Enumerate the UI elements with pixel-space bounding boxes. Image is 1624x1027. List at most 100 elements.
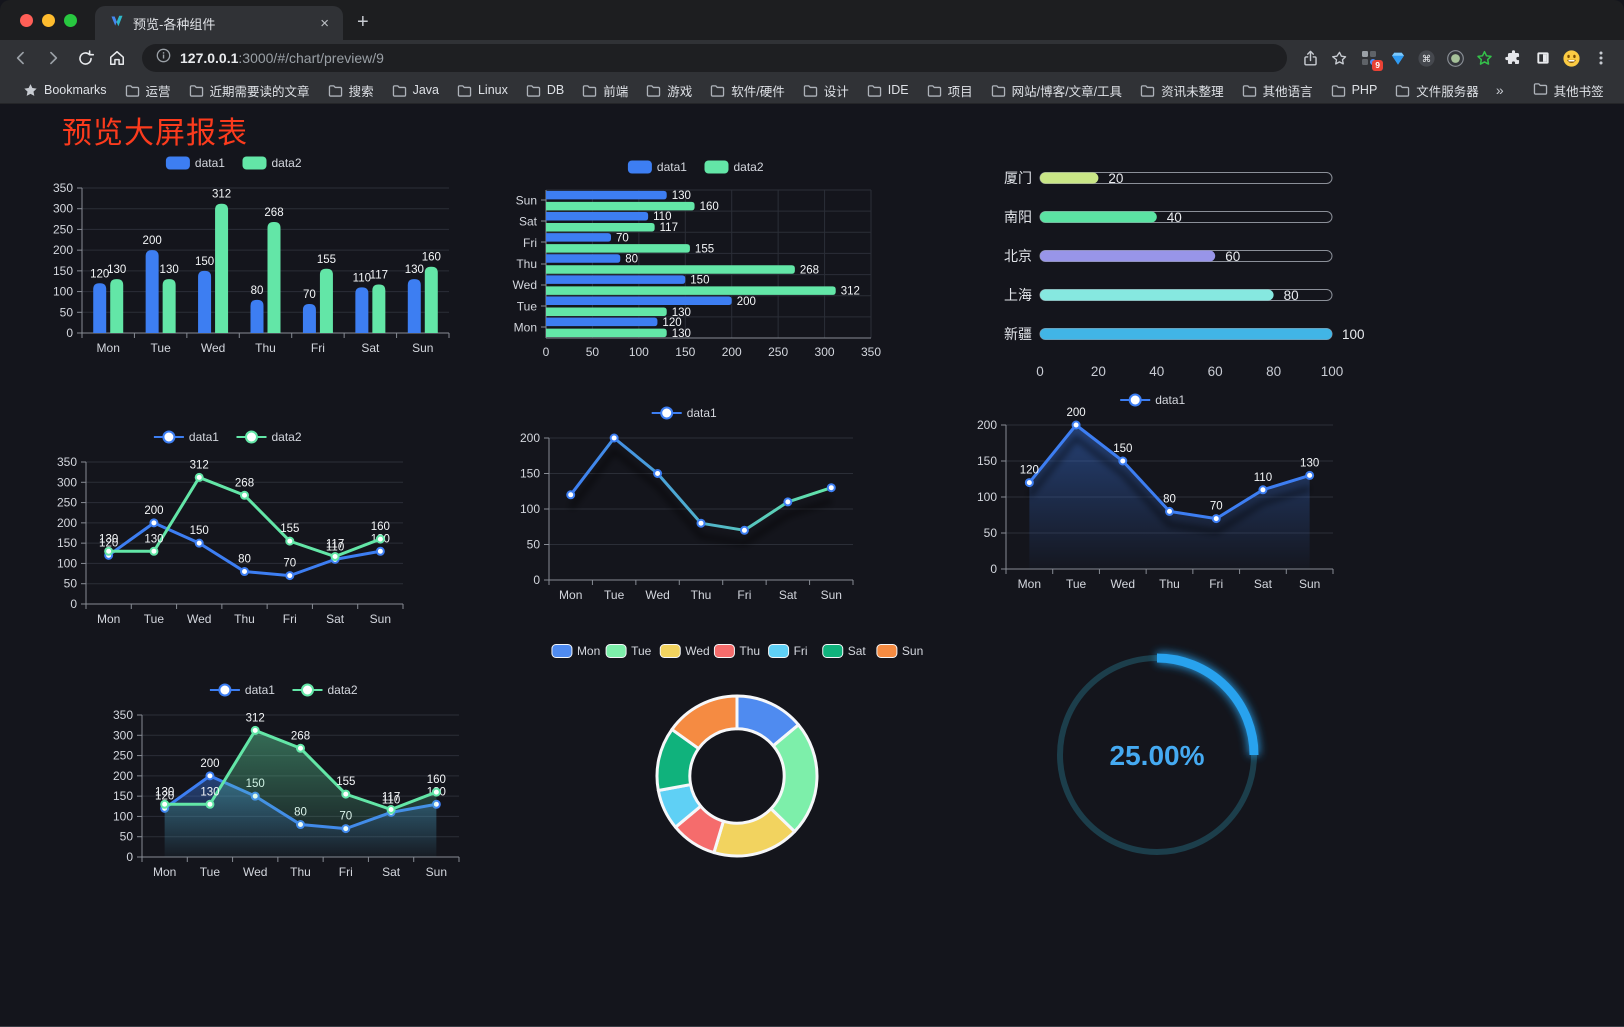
chart-svg-area-line: data1 0 50 100 150 200 Mon Tue Wed Thu Fri Sat Sun 12… <box>977 393 1334 591</box>
svg-text:268: 268 <box>800 265 819 277</box>
browser-tab[interactable]: 预览-各种组件 × <box>95 6 343 40</box>
chart-grouped-hbar[interactable]: data1 data2 0 50 100 150 200 250 300 350 Sun Sat Fri… <box>500 152 895 364</box>
svg-text:150: 150 <box>1113 443 1132 455</box>
svg-text:200: 200 <box>143 235 162 247</box>
svg-text:117: 117 <box>660 222 678 234</box>
svg-text:Tue: Tue <box>144 612 165 626</box>
new-tab-button[interactable]: + <box>357 11 369 33</box>
other-bookmarks-button[interactable]: 其他书签 <box>1524 79 1613 101</box>
window-minimize-button[interactable] <box>42 14 55 27</box>
bookmark-item[interactable]: 前端 <box>573 79 637 101</box>
bookmark-item[interactable]: 游戏 <box>637 79 701 101</box>
svg-text:Fri: Fri <box>1209 577 1223 591</box>
svg-text:⌘: ⌘ <box>1422 53 1432 64</box>
svg-text:Mon: Mon <box>559 588 582 602</box>
home-button[interactable] <box>102 43 132 73</box>
bookmark-item[interactable]: 软件/硬件 <box>701 79 793 101</box>
svg-text:110: 110 <box>1254 472 1272 484</box>
extension-gem-icon[interactable] <box>1384 44 1411 72</box>
bookmark-item[interactable]: 文件服务器 <box>1386 79 1488 101</box>
reload-button[interactable] <box>70 43 100 73</box>
svg-text:130: 130 <box>200 786 219 798</box>
bookmarks-overflow-button[interactable]: » <box>1495 82 1504 98</box>
svg-text:Wed: Wed <box>201 341 225 355</box>
extension-emoji-icon[interactable] <box>1558 44 1585 72</box>
svg-text:150: 150 <box>190 525 209 537</box>
svg-text:200: 200 <box>53 243 73 257</box>
svg-text:350: 350 <box>861 345 881 359</box>
svg-text:50: 50 <box>984 526 998 540</box>
chart-progress-list[interactable]: 厦门 20 南阳 40 北京 60 上海 80 新疆 100 0 20 40 60 80 100 <box>980 152 1380 384</box>
bookmark-item[interactable]: 资讯未整理 <box>1131 79 1233 101</box>
folder-icon <box>1140 84 1155 97</box>
extensions-puzzle-icon[interactable] <box>1500 44 1527 72</box>
chart-gradient-line[interactable]: data1 0 50 100 150 200 Mon Tue Wed Thu Fri Sat Sun <box>505 398 867 610</box>
bookmark-item[interactable]: PHP <box>1322 79 1387 101</box>
url-text[interactable]: 127.0.0.1:3000/#/chart/preview/9 <box>180 50 384 66</box>
svg-text:0: 0 <box>70 597 77 611</box>
folder-icon <box>927 84 942 97</box>
svg-text:Fri: Fri <box>523 236 537 250</box>
bookmark-label: 搜索 <box>348 84 374 99</box>
bookmark-item[interactable]: 设计 <box>794 79 858 101</box>
extension-grid-icon[interactable]: 9 <box>1355 44 1383 72</box>
svg-text:Sat: Sat <box>848 644 867 658</box>
tab-close-icon[interactable]: × <box>320 14 329 32</box>
svg-text:Thu: Thu <box>290 865 311 879</box>
svg-text:Sat: Sat <box>326 612 345 626</box>
bookmark-star-button[interactable] <box>1326 44 1353 72</box>
svg-text:北京: 北京 <box>1004 248 1032 264</box>
bookmark-item[interactable]: IDE <box>858 79 918 101</box>
menu-kebab-icon[interactable] <box>1587 44 1614 72</box>
bookmark-item[interactable]: Linux <box>448 79 517 101</box>
bookmark-item[interactable]: 搜索 <box>319 79 383 101</box>
svg-text:350: 350 <box>57 455 77 469</box>
extension-camera-icon[interactable] <box>1442 44 1469 72</box>
svg-text:Sun: Sun <box>821 588 842 602</box>
svg-text:300: 300 <box>57 475 77 489</box>
site-info-icon[interactable] <box>156 48 171 68</box>
bookmark-item[interactable]: 其他语言 <box>1233 79 1322 101</box>
bookmark-item[interactable]: 近期需要读的文章 <box>180 79 319 101</box>
url-host: 127.0.0.1 <box>180 50 239 66</box>
bookmark-label: PHP <box>1351 83 1378 97</box>
svg-text:Mon: Mon <box>153 865 176 879</box>
chart-two-line[interactable]: data1 data2 0 50 100 150 200 250 300 350 Mon Tue Wed… <box>42 422 417 634</box>
svg-text:155: 155 <box>317 254 336 266</box>
svg-text:Tue: Tue <box>200 865 221 879</box>
bookmark-item[interactable]: 运营 <box>116 79 180 101</box>
svg-text:250: 250 <box>57 496 77 510</box>
chart-gauge[interactable]: 25.00% <box>1040 638 1274 872</box>
extension-command-icon[interactable]: ⌘ <box>1413 44 1440 72</box>
svg-text:新疆: 新疆 <box>1004 326 1032 342</box>
folder-icon <box>392 84 407 97</box>
svg-text:350: 350 <box>113 708 133 722</box>
window-close-button[interactable] <box>20 14 33 27</box>
svg-text:Wed: Wed <box>243 865 267 879</box>
svg-text:100: 100 <box>53 285 73 299</box>
svg-text:80: 80 <box>625 254 638 266</box>
chart-grouped-bar[interactable]: data1 data2 0 50 100 150 200 250 300 350 Mon Tue Wed… <box>38 148 463 363</box>
forward-button[interactable] <box>38 43 68 73</box>
bookmark-item[interactable]: 网站/博客/文章/工具 <box>982 79 1131 101</box>
bookmark-item[interactable]: 项目 <box>918 79 982 101</box>
bookmark-item[interactable]: Bookmarks <box>14 79 116 101</box>
back-button[interactable] <box>6 43 36 73</box>
svg-text:data1: data1 <box>687 406 717 420</box>
svg-text:0: 0 <box>990 562 997 576</box>
svg-text:Fri: Fri <box>794 644 808 658</box>
chart-donut[interactable]: Mon Tue Wed Thu Fri Sat Sun <box>542 636 932 888</box>
url-bar[interactable]: 127.0.0.1:3000/#/chart/preview/9 <box>142 44 1287 72</box>
svg-text:Sun: Sun <box>412 341 433 355</box>
bookmark-item[interactable]: DB <box>517 79 573 101</box>
extension-star-icon[interactable] <box>1471 44 1498 72</box>
bookmark-item[interactable]: Java <box>383 79 448 101</box>
window-zoom-button[interactable] <box>64 14 77 27</box>
chart-two-area-line[interactable]: data1 data2 0 50 100 150 200 250 300 350 Mon Tue Wed… <box>98 675 473 887</box>
favicon <box>109 13 125 34</box>
svg-text:70: 70 <box>616 232 629 244</box>
chart-area-line[interactable]: data1 0 50 100 150 200 Mon Tue Wed Thu Fri Sat Sun 12… <box>962 385 1347 599</box>
share-button[interactable] <box>1297 44 1324 72</box>
extension-square-icon[interactable] <box>1529 44 1556 72</box>
svg-text:160: 160 <box>371 521 390 533</box>
